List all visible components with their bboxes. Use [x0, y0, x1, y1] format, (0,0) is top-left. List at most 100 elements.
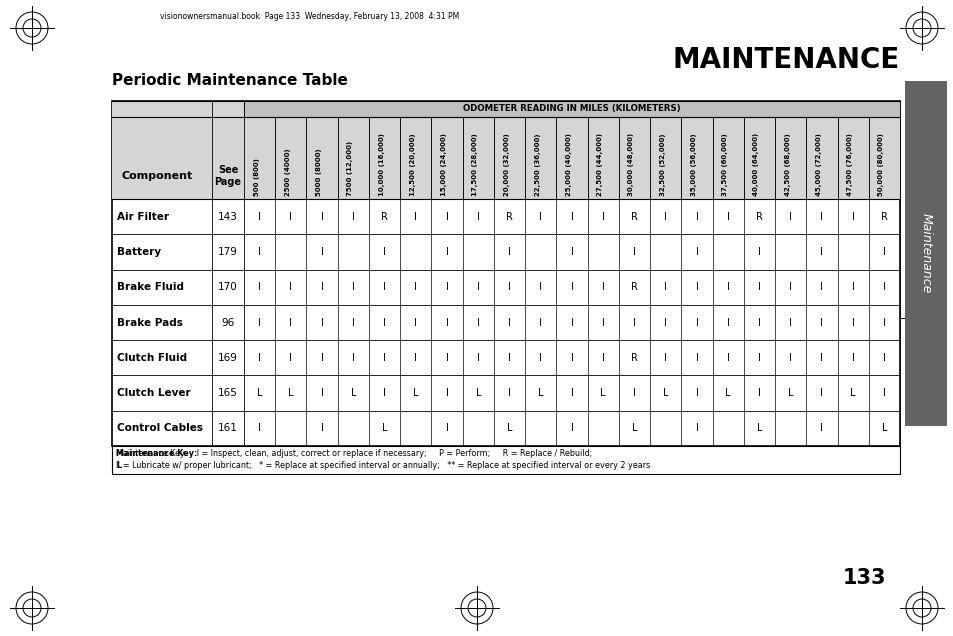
Text: I: I: [570, 424, 573, 433]
Text: I: I: [258, 424, 261, 433]
Text: Brake Pads: Brake Pads: [117, 317, 183, 328]
Text: L: L: [116, 462, 121, 471]
Text: I: I: [570, 388, 573, 398]
Text: I: I: [570, 282, 573, 292]
Text: R: R: [630, 212, 638, 221]
Text: I: I: [601, 353, 604, 363]
Text: I: I: [445, 212, 448, 221]
Text: 5000 (8000): 5000 (8000): [315, 148, 322, 196]
Text: I: I: [695, 353, 698, 363]
Text: 2500 (4000): 2500 (4000): [285, 148, 291, 196]
Text: I: I: [851, 317, 854, 328]
Text: Periodic Maintenance Table: Periodic Maintenance Table: [112, 73, 348, 88]
Text: 169: 169: [218, 353, 237, 363]
Text: 179: 179: [218, 247, 237, 257]
Text: I: I: [258, 247, 261, 257]
Text: Maintenance: Maintenance: [919, 213, 931, 294]
Text: I: I: [788, 212, 791, 221]
Text: I: I: [320, 282, 323, 292]
Text: L: L: [537, 388, 543, 398]
Text: Air Filter: Air Filter: [117, 212, 169, 221]
Text: I: I: [352, 212, 355, 221]
Bar: [112, 101, 899, 199]
Text: I: I: [414, 353, 416, 363]
Text: I: I: [851, 353, 854, 363]
Text: 50,000 (80,000): 50,000 (80,000): [878, 133, 883, 196]
Text: I: I: [538, 282, 541, 292]
Text: 7500 (12,000): 7500 (12,000): [347, 141, 353, 196]
Text: I: I: [820, 247, 822, 257]
Text: I: I: [570, 212, 573, 221]
Text: I: I: [508, 388, 511, 398]
Text: I: I: [570, 353, 573, 363]
Text: 12,500 (20,000): 12,500 (20,000): [410, 134, 416, 196]
Text: Brake Fluid: Brake Fluid: [117, 282, 184, 292]
Text: 10,000 (16,000): 10,000 (16,000): [378, 133, 384, 196]
Text: 143: 143: [218, 212, 237, 221]
Text: I: I: [289, 353, 292, 363]
Text: I: I: [695, 317, 698, 328]
Text: I: I: [320, 424, 323, 433]
Text: 161: 161: [218, 424, 237, 433]
Text: Component: Component: [121, 171, 193, 181]
Text: L = Lubricate w/ proper lubricant;   * = Replace at specified interval or annual: L = Lubricate w/ proper lubricant; * = R…: [116, 462, 650, 471]
Text: Maintenance Key:    I = Inspect, clean, adjust, correct or replace if necessary;: Maintenance Key: I = Inspect, clean, adj…: [116, 450, 592, 459]
Text: L: L: [475, 388, 480, 398]
Text: I: I: [289, 212, 292, 221]
Text: I: I: [445, 388, 448, 398]
Text: I: I: [820, 424, 822, 433]
Bar: [112, 101, 899, 446]
Text: I: I: [758, 353, 760, 363]
Text: 32,500 (52,000): 32,500 (52,000): [659, 134, 665, 196]
Text: I: I: [476, 317, 479, 328]
Text: I: I: [695, 247, 698, 257]
Text: L: L: [756, 424, 761, 433]
Text: L: L: [724, 388, 730, 398]
Text: 37,500 (60,000): 37,500 (60,000): [721, 134, 727, 196]
Text: I: I: [383, 388, 386, 398]
Text: I: I: [851, 212, 854, 221]
Text: I: I: [882, 388, 885, 398]
Text: L: L: [256, 388, 262, 398]
Text: I: I: [352, 317, 355, 328]
Text: I: I: [258, 353, 261, 363]
Text: I: I: [570, 317, 573, 328]
Text: R: R: [755, 212, 762, 221]
Text: L: L: [350, 388, 355, 398]
Text: L: L: [381, 424, 387, 433]
Text: L: L: [599, 388, 605, 398]
Text: 40,000 (64,000): 40,000 (64,000): [753, 133, 759, 196]
Text: ODOMETER READING IN MILES (KILOMETERS): ODOMETER READING IN MILES (KILOMETERS): [463, 104, 680, 113]
Text: 30,000 (48,000): 30,000 (48,000): [628, 133, 634, 196]
Text: I: I: [414, 282, 416, 292]
Text: I: I: [820, 388, 822, 398]
Text: I: I: [882, 317, 885, 328]
Text: MAINTENANCE: MAINTENANCE: [672, 46, 899, 74]
Text: See
Page: See Page: [214, 165, 241, 187]
Text: I: I: [820, 353, 822, 363]
Text: I: I: [663, 282, 666, 292]
Text: 25,000 (40,000): 25,000 (40,000): [565, 133, 572, 196]
Text: I: I: [695, 424, 698, 433]
Text: I: I: [758, 317, 760, 328]
Text: I: I: [633, 247, 636, 257]
Text: I: I: [882, 282, 885, 292]
Text: Maintenance Key:: Maintenance Key:: [116, 450, 197, 459]
Text: I: I: [508, 353, 511, 363]
Text: I: I: [258, 282, 261, 292]
Text: I: I: [726, 212, 729, 221]
Text: I: I: [476, 353, 479, 363]
Text: I: I: [320, 353, 323, 363]
Text: 170: 170: [218, 282, 237, 292]
Text: I: I: [258, 212, 261, 221]
Bar: [244, 101, 899, 117]
Text: I: I: [601, 317, 604, 328]
Text: I: I: [352, 282, 355, 292]
Text: 500 (800): 500 (800): [253, 158, 259, 196]
Text: I: I: [820, 212, 822, 221]
Text: L: L: [662, 388, 668, 398]
Text: Clutch Fluid: Clutch Fluid: [117, 353, 187, 363]
Text: I: I: [726, 317, 729, 328]
Text: I: I: [663, 317, 666, 328]
Text: 96: 96: [221, 317, 234, 328]
